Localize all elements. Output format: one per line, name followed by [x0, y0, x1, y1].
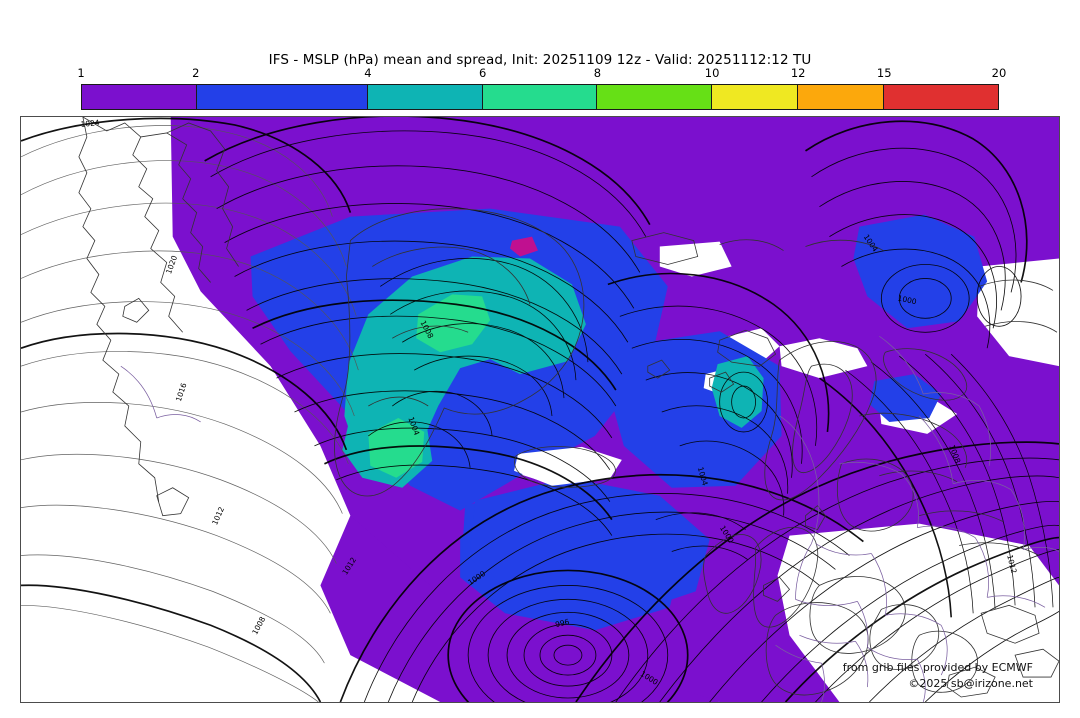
map-canvas: 1024 1020 1016 1008 1004 1012 1008 1000 …	[21, 117, 1059, 702]
colorbar-tick-8: 8	[593, 66, 602, 80]
isobar-layer	[21, 117, 1059, 702]
spread-band-1-2-south	[320, 515, 720, 702]
svg-text:996: 996	[554, 617, 570, 629]
colorbar-band-15-20	[883, 85, 998, 109]
svg-text:1008: 1008	[250, 615, 267, 636]
colorbar-band-10-12	[710, 85, 798, 109]
colorbar-tick-20: 20	[991, 66, 1007, 80]
map-panel: 1024 1020 1016 1008 1004 1012 1008 1000 …	[20, 116, 1060, 703]
colorbar-tick-1: 1	[77, 66, 85, 80]
colorbar-band-2-4	[195, 85, 368, 109]
colorbar-band-1-2	[82, 85, 196, 109]
colorbar-tick-6: 6	[478, 66, 487, 80]
colorbar: 1 2 4 6 8 10 12 15 20	[77, 67, 1006, 110]
colorbar-band-4-6	[367, 85, 482, 109]
svg-text:1012: 1012	[1005, 554, 1018, 575]
svg-text:1012: 1012	[210, 505, 226, 526]
spread-hole-norway-top	[659, 241, 732, 277]
colorbar-band-8-10	[596, 85, 711, 109]
colorbar-band-6-8	[481, 85, 597, 109]
svg-text:1020: 1020	[164, 254, 179, 275]
colorbar-band-12-15	[797, 85, 884, 109]
political-border-layer	[120, 335, 1059, 702]
spread-band-2-4-barents	[853, 214, 988, 329]
svg-text:1000: 1000	[897, 294, 918, 307]
colorbar-bands	[81, 84, 999, 110]
spread-band-6-8-core-south	[368, 417, 425, 478]
colorbar-tick-10: 10	[704, 66, 720, 80]
colorbar-tick-15: 15	[876, 66, 892, 80]
page-title: IFS - MSLP (hPa) mean and spread, Init: …	[268, 52, 812, 68]
spread-band-6-8-core-north	[416, 294, 491, 353]
spread-band-4-6-norway	[711, 356, 764, 428]
colorbar-tick-2: 2	[192, 66, 200, 80]
spread-speck-north	[510, 236, 539, 257]
spread-hole-iceland-2	[514, 446, 622, 486]
colorbar-tick-12: 12	[790, 66, 806, 80]
colorbar-tick-labels: 1 2 4 6 8 10 12 15 20	[77, 66, 1006, 82]
spread-shading-layer	[170, 117, 1059, 702]
svg-text:1016: 1016	[174, 382, 189, 403]
svg-text:1024: 1024	[80, 118, 100, 129]
spread-band-2-4-deeplow	[470, 477, 710, 621]
spread-band-2-4-eastbaltic	[869, 374, 942, 422]
colorbar-tick-4: 4	[364, 66, 372, 80]
